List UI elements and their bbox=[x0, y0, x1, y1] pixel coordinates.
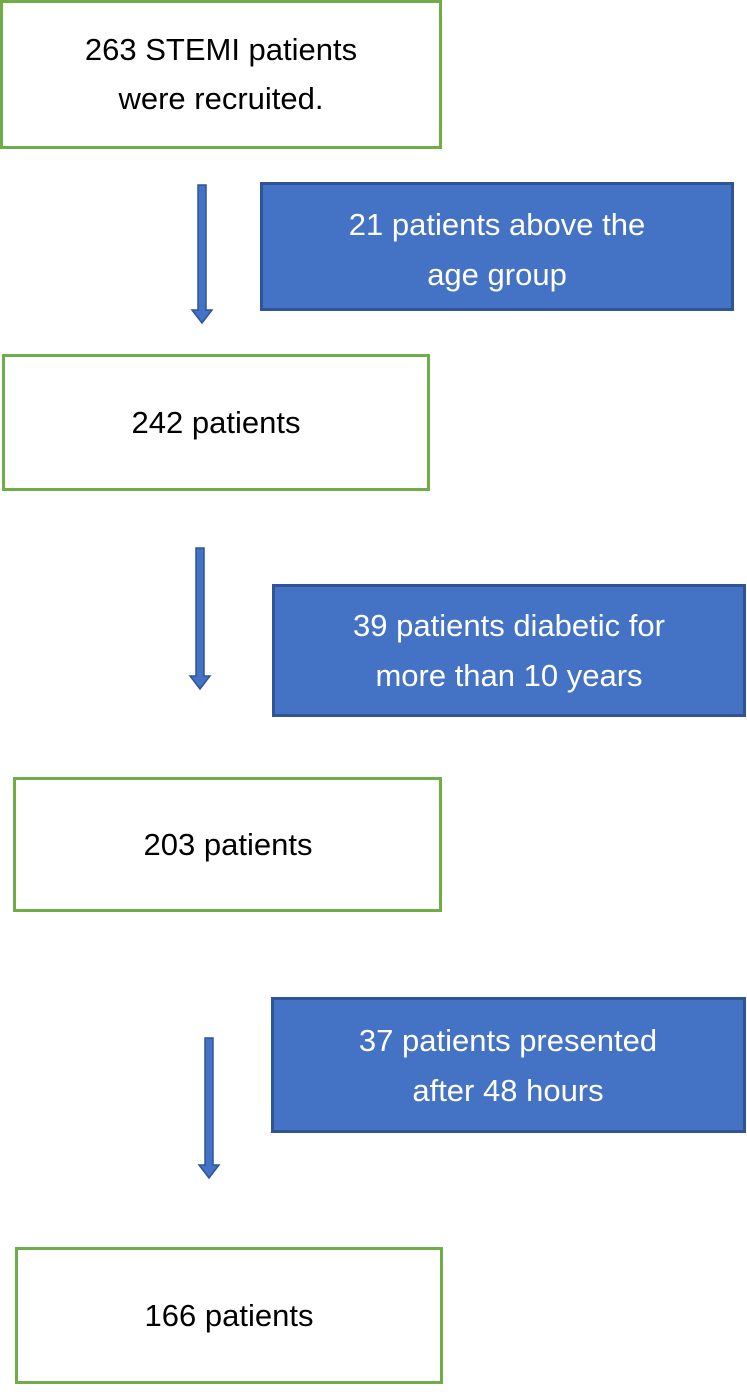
step-box bbox=[2, 354, 430, 491]
exclusion-box bbox=[260, 182, 734, 311]
step-text: 242 patients bbox=[132, 405, 301, 440]
step-text: 203 patients bbox=[144, 827, 313, 862]
step-box bbox=[15, 1247, 443, 1384]
step-text: were recruited. bbox=[117, 81, 323, 116]
exclusion-text: 37 patients presented bbox=[359, 1023, 657, 1058]
arrow bbox=[188, 547, 212, 691]
exclusion-box bbox=[272, 584, 746, 717]
arrow bbox=[190, 184, 214, 325]
arrow bbox=[197, 1037, 221, 1180]
step-box bbox=[0, 0, 442, 149]
step-text: 263 STEMI patients bbox=[85, 32, 357, 67]
exclusion-text: after 48 hours bbox=[412, 1073, 603, 1108]
step-text: 166 patients bbox=[145, 1298, 314, 1333]
exclusion-text: 39 patients diabetic for bbox=[353, 608, 665, 643]
exclusion-box bbox=[271, 997, 746, 1133]
exclusion-text: age group bbox=[427, 257, 567, 292]
exclusion-text: more than 10 years bbox=[375, 658, 642, 693]
exclusion-text: 21 patients above the bbox=[349, 207, 645, 242]
step-box bbox=[13, 777, 442, 912]
